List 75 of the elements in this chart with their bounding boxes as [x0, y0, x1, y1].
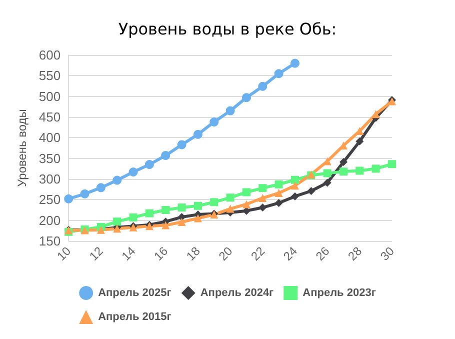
y-tick-label: 200 — [38, 212, 61, 228]
y-tick-label: 250 — [38, 192, 61, 208]
x-tick-label: 18 — [184, 244, 204, 264]
x-tick-label: 12 — [86, 244, 106, 264]
point — [274, 198, 283, 207]
point — [372, 110, 380, 118]
point — [113, 218, 122, 226]
point — [242, 200, 250, 208]
point — [307, 186, 316, 195]
point — [258, 82, 268, 91]
point — [323, 178, 332, 187]
y-tick-label: 450 — [38, 110, 61, 124]
point — [258, 204, 267, 212]
point — [178, 213, 186, 222]
x-tick-label: 20 — [216, 244, 236, 264]
point — [129, 213, 138, 222]
point — [145, 209, 154, 218]
point — [356, 166, 364, 175]
y-tick-label: 150 — [38, 234, 61, 248]
point — [226, 194, 234, 202]
point — [242, 93, 251, 102]
y-tick-label: 350 — [38, 150, 61, 166]
legend-label: Апрель 2024г — [200, 287, 274, 299]
y-axis-title: Уровень воды — [15, 109, 29, 187]
point — [274, 180, 283, 188]
point — [210, 117, 219, 126]
point — [177, 140, 186, 150]
point — [162, 221, 170, 230]
point — [372, 164, 380, 173]
x-tick-label: 28 — [345, 244, 365, 264]
legend-label: Апрель 2023г — [302, 287, 376, 299]
legend-label: Апрель 2015г — [98, 311, 172, 323]
point — [194, 202, 202, 210]
point — [144, 160, 154, 170]
x-tick-label: 16 — [151, 244, 171, 264]
point — [194, 214, 202, 222]
point — [258, 194, 267, 202]
point — [339, 158, 348, 166]
point — [210, 198, 218, 206]
chart-title: Уровень воды в реке Обь: — [118, 20, 337, 38]
x-tick-label: 14 — [118, 244, 138, 264]
point — [274, 189, 283, 198]
x-tick-label: 24 — [280, 244, 300, 264]
point — [388, 160, 396, 168]
y-tick-label: 600 — [38, 48, 61, 62]
point — [112, 176, 122, 185]
point — [323, 169, 332, 178]
point — [178, 204, 186, 212]
point — [242, 188, 250, 196]
y-tick-label: 300 — [38, 172, 61, 186]
legend-label: Апрель 2025г — [98, 287, 172, 299]
point — [226, 106, 235, 116]
point — [226, 204, 234, 213]
point — [339, 168, 348, 176]
y-tick-label: 550 — [38, 68, 61, 84]
x-tick-label: 30 — [378, 244, 398, 264]
point — [161, 150, 170, 160]
point — [290, 176, 299, 184]
point — [290, 192, 299, 200]
point — [193, 130, 202, 139]
point — [274, 69, 284, 78]
point — [356, 137, 364, 146]
point — [258, 184, 267, 192]
point — [96, 183, 106, 192]
y-tick-label: 500 — [38, 88, 61, 104]
point — [178, 218, 186, 226]
x-tick-label: 26 — [312, 244, 332, 264]
point — [290, 58, 300, 68]
y-tick-label: 400 — [38, 130, 61, 146]
point — [290, 182, 299, 190]
point — [64, 194, 74, 204]
x-tick-label: 22 — [248, 244, 268, 264]
point — [128, 167, 138, 176]
point — [80, 189, 90, 198]
point — [162, 206, 170, 214]
